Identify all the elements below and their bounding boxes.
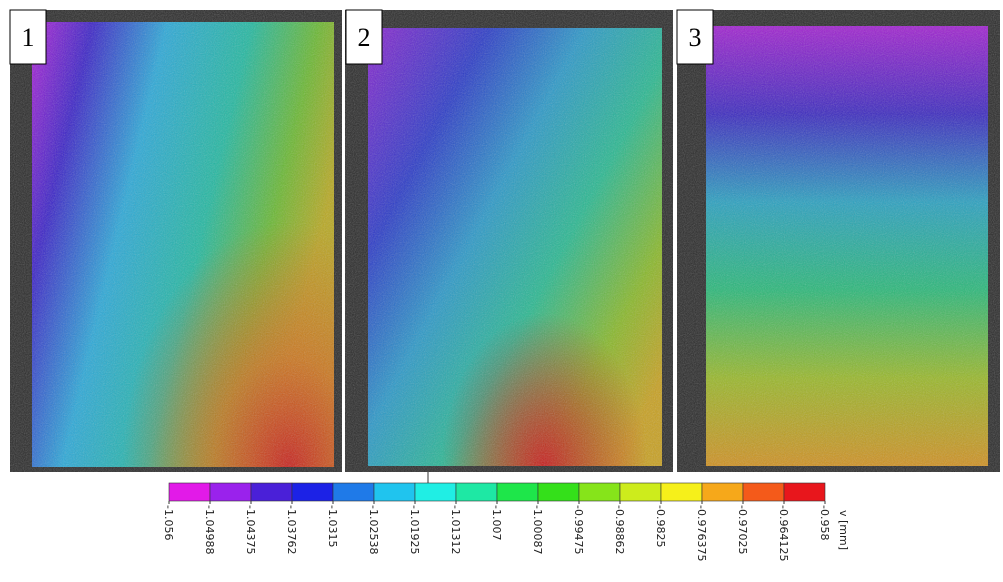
colorbar-bin [783, 482, 826, 502]
colorbar-tick-label: -1.02538 [367, 505, 380, 554]
colorbar-tick-label: -1.00087 [531, 505, 544, 554]
colorbar-bin [250, 482, 293, 502]
colorbar-bin [373, 482, 416, 502]
colorbar-bin [496, 482, 539, 502]
colorbar-bin [209, 482, 252, 502]
colorbar-tick-label: -1.0315 [326, 505, 339, 547]
colorbar-bin [742, 482, 785, 502]
panel-label: 1 [22, 23, 35, 52]
colorbar-bin [168, 482, 211, 502]
colorbar-tick-label: -0.958 [818, 505, 831, 540]
colorbar-tick-label: -1.04988 [203, 505, 216, 554]
panel-3: 3 [676, 9, 1000, 472]
colorbar-tick-label: -1.01312 [449, 505, 462, 554]
colorbar-tick-label: -1.007 [490, 505, 503, 540]
colorbar-bin [619, 482, 662, 502]
colorbar-bin [701, 482, 744, 502]
colorbar-tick-label: -1.056 [162, 505, 175, 540]
colorbar-bin [660, 482, 703, 502]
panel-label: 2 [358, 23, 371, 52]
colorbar-tick-label: -0.9825 [654, 505, 667, 547]
panel-label: 3 [689, 23, 702, 52]
panel-1: 1 [9, 9, 342, 472]
colorbar-bin [455, 482, 498, 502]
colorbar-bin [578, 482, 621, 502]
colorbar-tick-label: -0.97025 [736, 505, 749, 554]
colorbar: -1.056 -1.04988 -1.04375 -1.03762 -1.0315 -1.… [162, 472, 850, 561]
colorbar-unit: v [mm] [837, 510, 850, 550]
colorbar-tick-label: -0.964125 [777, 505, 790, 561]
colorbar-tick-label: -1.04375 [244, 505, 257, 554]
colorbar-tick-label: -1.03762 [285, 505, 298, 554]
colorbar-bin [332, 482, 375, 502]
colorbar-tick-label: -1.01925 [408, 505, 421, 554]
colorbar-tick-label: -0.99475 [572, 505, 585, 554]
colorbar-bin [414, 482, 457, 502]
colorbar-tick-label: -0.976375 [695, 505, 708, 561]
colorbar-bin [537, 482, 580, 502]
colorbar-tick-label: -0.98862 [613, 505, 626, 554]
panel-2: 2 [345, 9, 673, 472]
colorbar-bin [291, 482, 334, 502]
